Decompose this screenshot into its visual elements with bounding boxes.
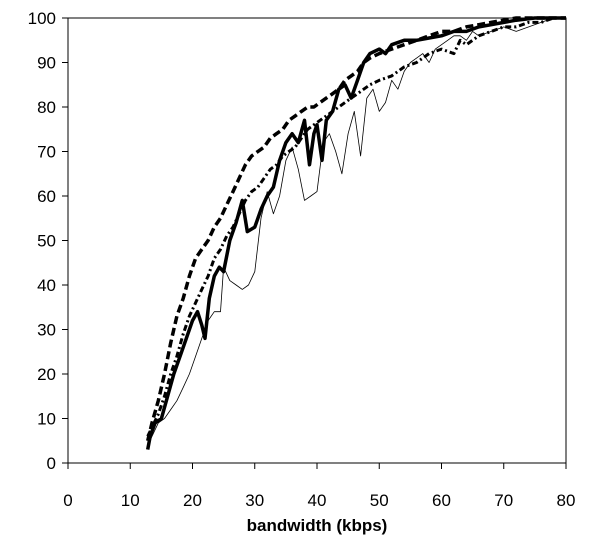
x-tick-label: 50 — [370, 491, 389, 510]
x-axis: 0 10 20 30 40 50 60 70 80 — [63, 463, 575, 510]
y-tick-label: 60 — [37, 187, 56, 206]
x-tick-label: 60 — [432, 491, 451, 510]
x-tick-label: 40 — [308, 491, 327, 510]
y-tick-label: 40 — [37, 276, 56, 295]
series-layer — [145, 16, 566, 450]
y-tick-label: 70 — [37, 143, 56, 162]
x-tick-label: 30 — [245, 491, 264, 510]
x-tick-label: 80 — [557, 491, 576, 510]
plot-area — [67, 17, 567, 464]
y-tick-label: 20 — [37, 365, 56, 384]
x-tick-label: 0 — [63, 491, 72, 510]
x-tick-label: 10 — [121, 491, 140, 510]
y-tick-label: 100 — [28, 9, 56, 28]
x-axis-title: bandwidth (kbps) — [247, 516, 388, 535]
series-line-thick-dashed — [145, 16, 566, 442]
x-tick-label: 70 — [494, 491, 513, 510]
y-tick-label: 30 — [37, 321, 56, 340]
plot-frame — [67, 17, 567, 464]
y-tick-label: 90 — [37, 54, 56, 73]
y-tick-label: 50 — [37, 232, 56, 251]
y-tick-label: 80 — [37, 98, 56, 117]
y-tick-label: 10 — [37, 410, 56, 429]
x-tick-label: 20 — [183, 491, 202, 510]
series-line-thin-solid — [147, 17, 566, 446]
series-line-dash-dot — [146, 16, 566, 437]
y-axis: 0 10 20 30 40 50 60 70 80 90 100 — [28, 9, 68, 473]
series-line-thick-solid — [145, 16, 566, 450]
y-tick-label: 0 — [47, 454, 56, 473]
